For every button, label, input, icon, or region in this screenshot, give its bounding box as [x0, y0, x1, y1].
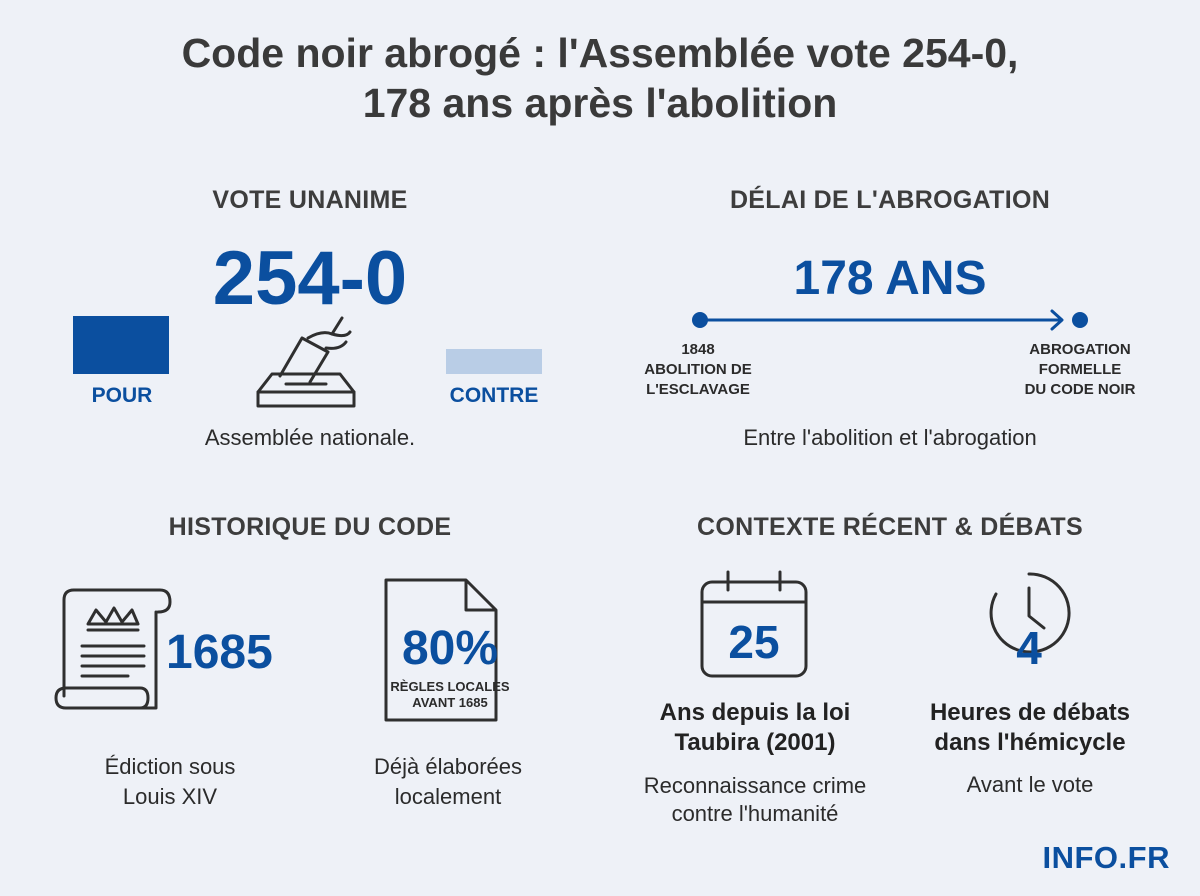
vote-section-title: VOTE UNANIME — [212, 186, 408, 214]
context-headline-2: Heures de débats dans l'hémicycle — [929, 699, 1131, 756]
history-percent-label: RÈGLES LOCALES AVANT 1685 — [390, 679, 510, 710]
page-title: Code noir abrogé : l'Assemblée vote 254-… — [0, 28, 1200, 128]
history-section-title: HISTORIQUE DU CODE — [168, 513, 452, 541]
vote-caption: Assemblée nationale. — [204, 425, 416, 450]
context-years-value: 25 — [728, 616, 780, 668]
delay-caption: Entre l'abolition et l'abrogation — [743, 425, 1037, 450]
contre-label: CONTRE — [449, 384, 539, 407]
brand-logo: INFO.FR — [1042, 840, 1170, 875]
context-section-title: CONTEXTE RÉCENT & DÉBATS — [697, 513, 1083, 541]
context-headline-1: Ans depuis la loi Taubira (2001) — [659, 699, 851, 756]
pour-label: POUR — [91, 384, 153, 407]
vote-score: 254-0 — [212, 236, 408, 321]
history-percent: 80% — [401, 622, 499, 675]
calendar-icon — [700, 570, 808, 678]
title-line-1: Code noir abrogé : l'Assemblée vote 254-… — [181, 30, 1019, 76]
timeline-arrow — [692, 309, 1088, 331]
ballot-box-icon — [256, 316, 356, 408]
context-caption-2: Avant le vote — [966, 772, 1094, 797]
scroll-crown-icon — [54, 588, 172, 710]
title-line-2: 178 ans après l'abolition — [362, 80, 838, 126]
delay-value: 178 ANS — [793, 252, 987, 305]
timeline-end-label: ABROGATION FORMELLE DU CODE NOIR — [1024, 341, 1136, 398]
clock-icon — [989, 572, 1071, 654]
delay-section-title: DÉLAI DE L'ABROGATION — [729, 186, 1051, 214]
history-caption-2: Déjà élaborées localement — [374, 754, 522, 809]
timeline-start-label: 1848 ABOLITION DE L'ESCLAVAGE — [644, 341, 752, 398]
context-caption-1: Reconnaissance crime contre l'humanité — [643, 773, 867, 826]
document-icon — [384, 578, 498, 722]
history-caption-1: Édiction sous Louis XIV — [104, 754, 236, 809]
history-year: 1685 — [166, 626, 273, 679]
context-hours-value: 4 — [1016, 622, 1042, 674]
contre-bar — [446, 349, 542, 374]
pour-bar — [73, 316, 169, 374]
